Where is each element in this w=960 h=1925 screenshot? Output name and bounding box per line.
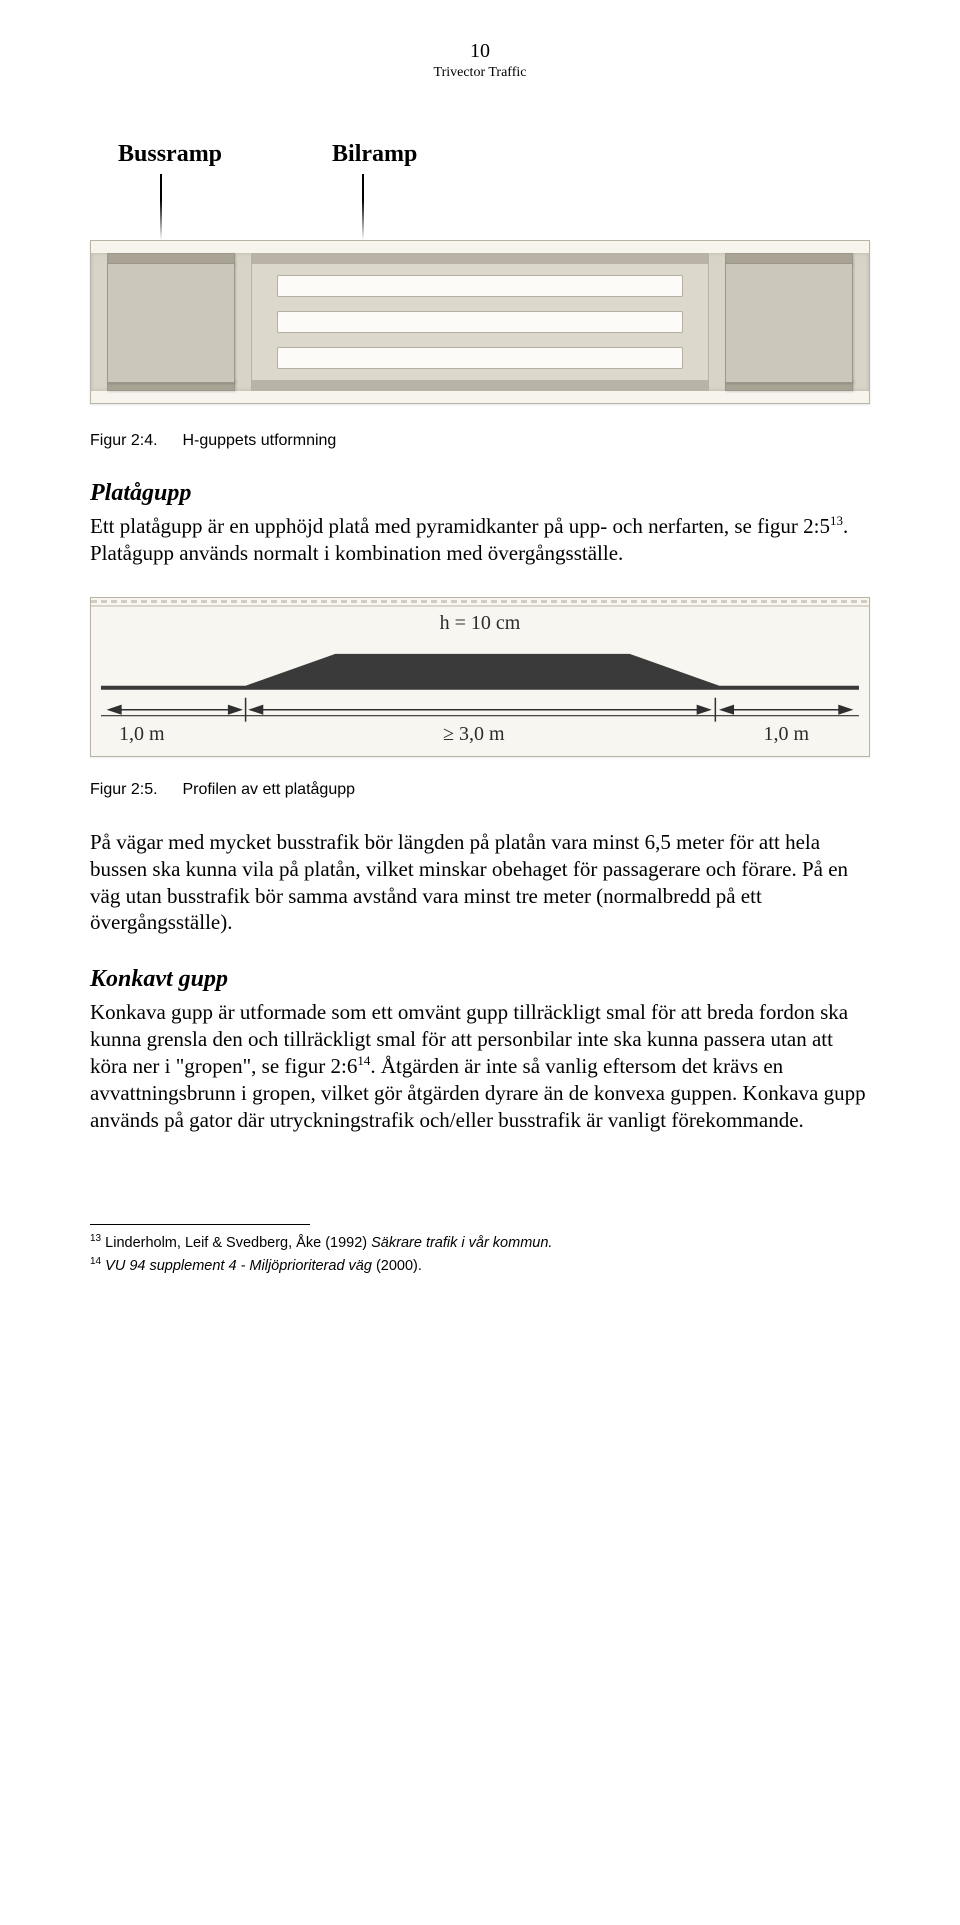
figure-label: Figur 2:5. (90, 781, 178, 799)
dim-left: 1,0 m (119, 723, 165, 746)
ramp-labels-row: Bussramp Bilramp (118, 141, 870, 168)
page-number: 10 (90, 40, 870, 63)
text: (2000). (376, 1258, 422, 1274)
arrow-down-icon (160, 200, 162, 240)
dim-right: 1,0 m (763, 723, 809, 746)
footnote-13: 13 Linderholm, Leif & Svedberg, Åke (199… (90, 1233, 870, 1251)
section-title-konkavt: Konkavt gupp (90, 966, 870, 993)
footnote-ref-13: 13 (830, 513, 843, 528)
figure2-caption: Figur 2:5. Profilen av ett platågupp (90, 781, 870, 799)
arrows (160, 174, 870, 240)
profile-paragraph: På vägar med mycket busstrafik bör längd… (90, 829, 870, 937)
figure-text: Profilen av ett platågupp (182, 781, 355, 798)
figure-text: H-guppets utformning (182, 432, 336, 449)
figure-h-gupp (90, 240, 870, 404)
footnotes: 13 Linderholm, Leif & Svedberg, Åke (199… (90, 1224, 870, 1275)
footnote-14: 14 VU 94 supplement 4 - Miljöprioriterad… (90, 1256, 870, 1274)
platagupp-paragraph: Ett platågupp är en upphöjd platå med py… (90, 513, 870, 567)
figure-label: Figur 2:4. (90, 432, 178, 450)
section-title-platagupp: Platågupp (90, 480, 870, 507)
brand-label: Trivector Traffic (90, 65, 870, 81)
bussramp-label: Bussramp (118, 141, 222, 168)
text-italic: VU 94 supplement 4 - Miljöprioriterad vä… (101, 1258, 376, 1274)
bilramp-label: Bilramp (332, 141, 417, 168)
figure1-caption: Figur 2:4. H-guppets utformning (90, 432, 870, 450)
footnote-ref-14: 14 (357, 1053, 370, 1068)
footnote-number: 14 (90, 1256, 101, 1267)
figure-profile: h = 10 cm 1,0 m ≥ 3,0 m 1,0 m (90, 597, 870, 757)
text: Linderholm, Leif & Svedberg, Åke (1992) (101, 1234, 371, 1250)
konkavt-paragraph: Konkava gupp är utformade som ett omvänt… (90, 999, 870, 1133)
h-label: h = 10 cm (440, 612, 521, 635)
footnote-number: 13 (90, 1233, 101, 1244)
dim-center: ≥ 3,0 m (443, 723, 505, 746)
arrow-down-icon (362, 200, 364, 240)
text-italic: Säkrare trafik i vår kommun. (371, 1234, 552, 1250)
text: Ett platågupp är en upphöjd platå med py… (90, 514, 830, 538)
